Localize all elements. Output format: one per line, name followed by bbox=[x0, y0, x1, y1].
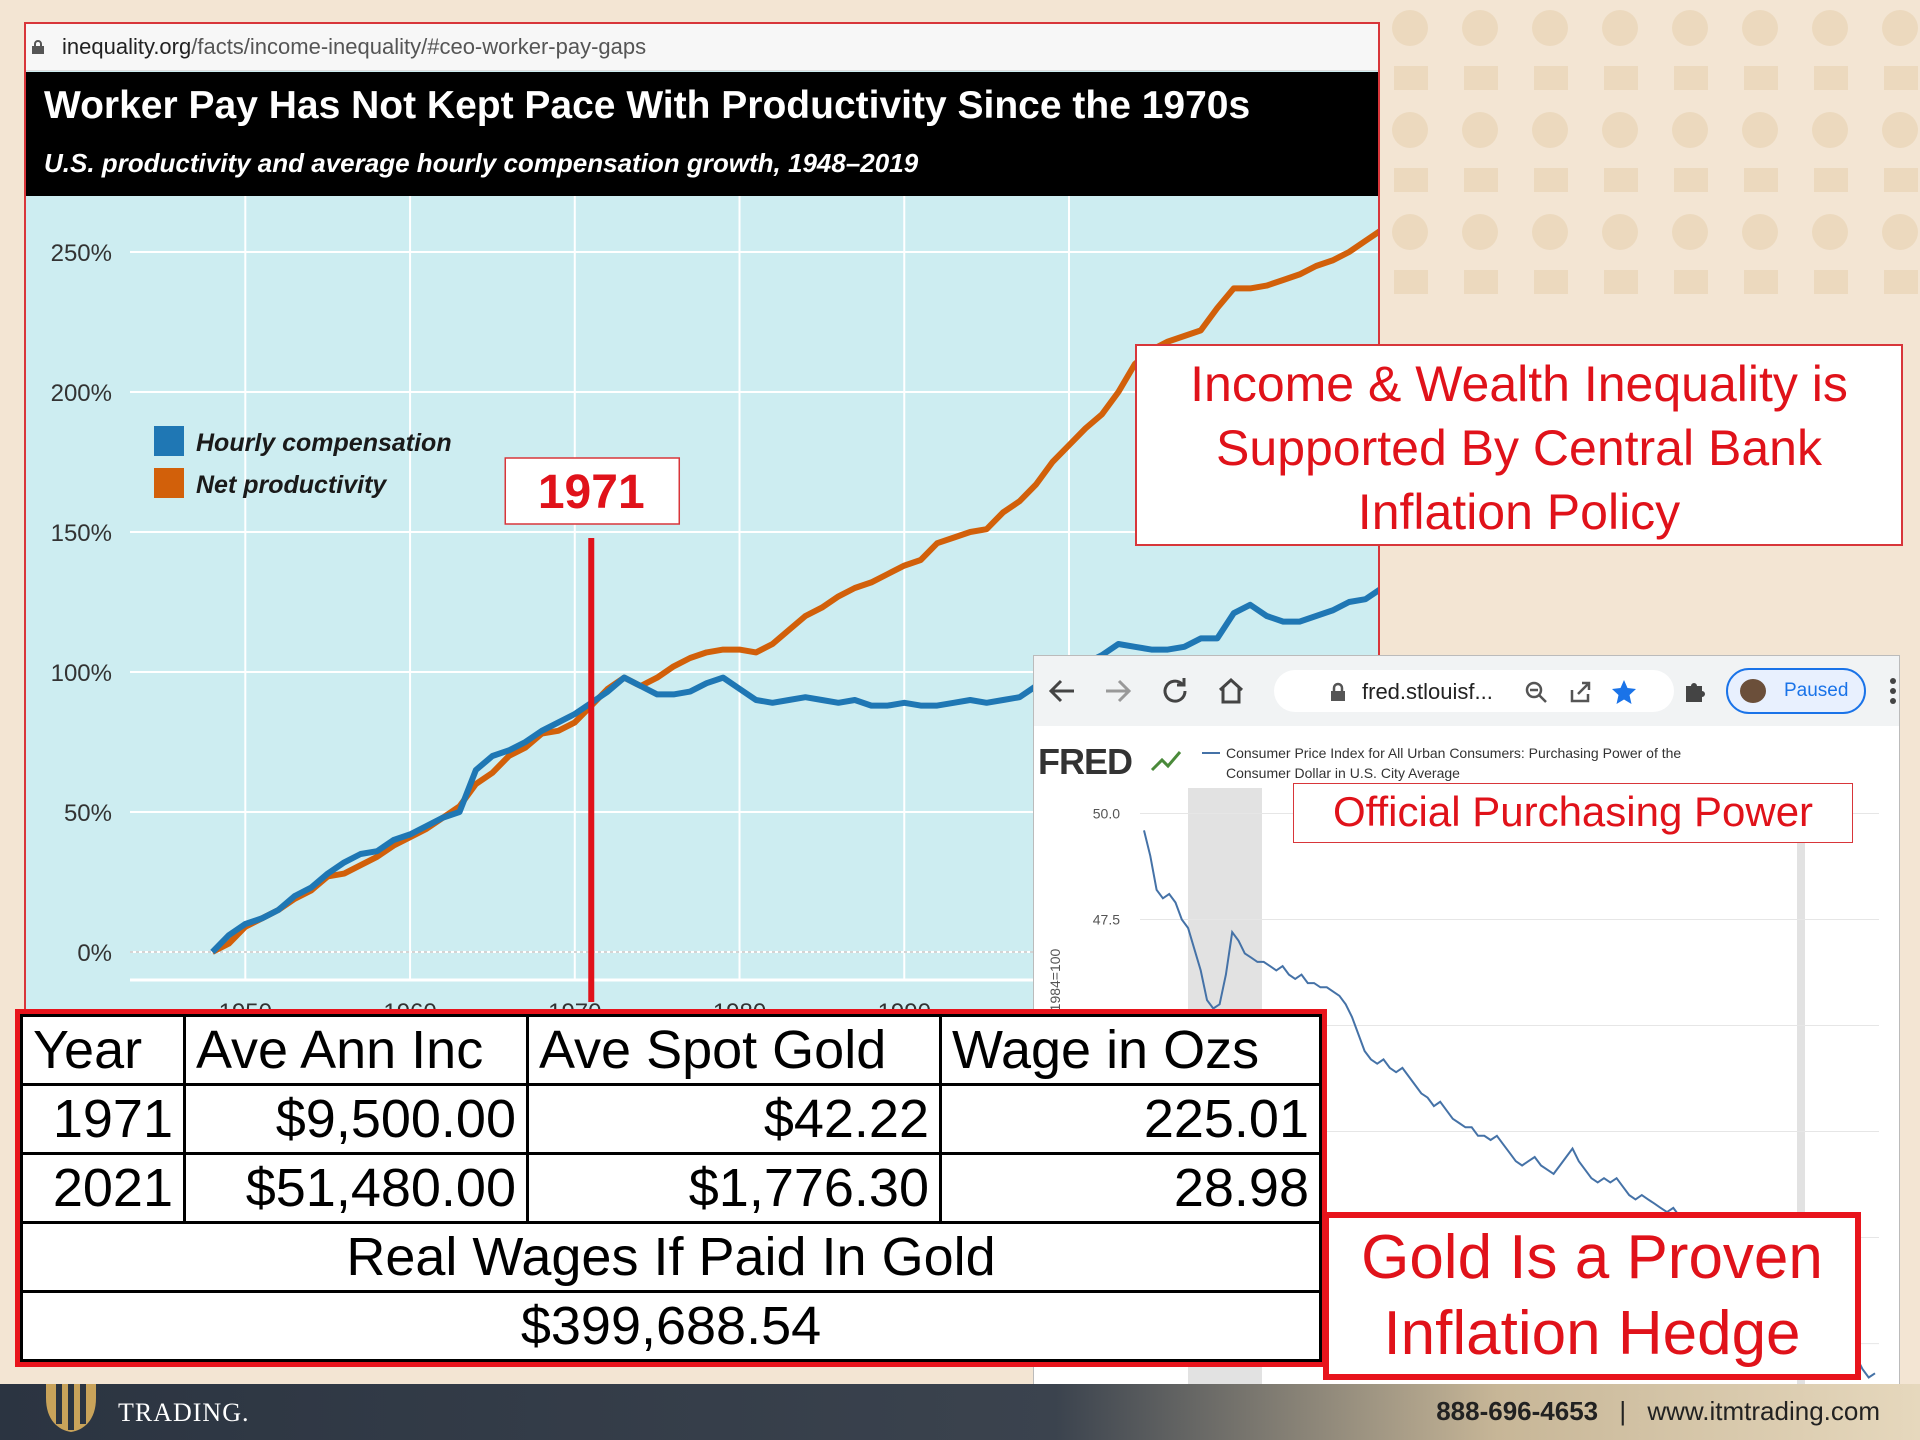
cell-ozs: 28.98 bbox=[939, 1152, 1322, 1224]
fred-series-title-line2: Consumer Dollar in U.S. City Average bbox=[1226, 765, 1460, 781]
fred-series-title-line1: Consumer Price Index for All Urban Consu… bbox=[1226, 745, 1681, 761]
profile-paused-button[interactable]: Paused bbox=[1726, 668, 1866, 714]
gold-hedge-callout: Gold Is a Proven Inflation Hedge bbox=[1323, 1212, 1861, 1380]
url-path: /facts/income-inequality/#ceo-worker-pay… bbox=[191, 34, 647, 59]
inequality-chart-panel: inequality.org/facts/income-inequality/#… bbox=[24, 22, 1380, 1022]
purchasing-power-callout: Official Purchasing Power bbox=[1293, 783, 1853, 843]
itm-logo-icon bbox=[46, 1384, 96, 1432]
cell-gold: $42.22 bbox=[526, 1083, 942, 1155]
footer-separator: | bbox=[1619, 1396, 1627, 1426]
table-summary-label-row: Real Wages If Paid In Gold bbox=[20, 1221, 1322, 1293]
fred-browser-toolbar: fred.stlouisf... Paused bbox=[1034, 656, 1899, 726]
annotation-box-1971 bbox=[504, 457, 681, 525]
zoom-out-icon[interactable] bbox=[1524, 680, 1548, 704]
footer-contact: 888-696-4653 | www.itmtrading.com bbox=[1436, 1396, 1880, 1427]
gold-hedge-line2: Inflation Hedge bbox=[1383, 1299, 1801, 1368]
y-tick-label: 50% bbox=[64, 800, 112, 827]
inequality-callout: Income & Wealth Inequality is Supported … bbox=[1135, 344, 1903, 546]
browser-url-bar[interactable]: inequality.org/facts/income-inequality/#… bbox=[26, 24, 1378, 71]
avatar bbox=[1740, 679, 1766, 703]
more-menu-icon[interactable] bbox=[1888, 676, 1898, 706]
y-tick-label: 200% bbox=[51, 380, 112, 407]
legend-label: Net productivity bbox=[196, 471, 387, 499]
header-year: Year bbox=[20, 1014, 186, 1086]
cell-income: $9,500.00 bbox=[183, 1083, 529, 1155]
summary-value: $399,688.54 bbox=[20, 1290, 1322, 1362]
footer-bar: TRADING. 888-696-4653 | www.itmtrading.c… bbox=[0, 1384, 1920, 1440]
y-tick-label: 50.0 bbox=[1093, 805, 1120, 821]
table-header-row: Year Ave Ann Inc Ave Spot Gold Wage in O… bbox=[20, 1014, 1322, 1086]
fred-logo-chart-icon bbox=[1150, 751, 1182, 772]
url-text[interactable]: inequality.org/facts/income-inequality/#… bbox=[62, 34, 646, 60]
url-domain: inequality.org bbox=[62, 34, 192, 59]
chart-title-band: Worker Pay Has Not Kept Pace With Produc… bbox=[26, 72, 1378, 196]
paused-label: Paused bbox=[1784, 680, 1849, 701]
y-tick-label: 0% bbox=[77, 940, 112, 967]
summary-label: Real Wages If Paid In Gold bbox=[20, 1221, 1322, 1293]
purchasing-power-label: Official Purchasing Power bbox=[1332, 788, 1814, 835]
header-ozs: Wage in Ozs bbox=[939, 1014, 1322, 1086]
legend-swatch bbox=[154, 426, 184, 456]
fred-address-bar[interactable]: fred.stlouisf... bbox=[1274, 670, 1674, 712]
lock-icon bbox=[32, 40, 44, 54]
reload-icon[interactable] bbox=[1160, 676, 1190, 706]
legend-swatch bbox=[154, 468, 184, 498]
extensions-puzzle-icon[interactable] bbox=[1680, 676, 1710, 706]
footer-phone[interactable]: 888-696-4653 bbox=[1436, 1396, 1599, 1426]
footer-website[interactable]: www.itmtrading.com bbox=[1647, 1396, 1880, 1426]
y-axis-label: 1984=100 bbox=[1047, 948, 1063, 1011]
bookmark-star-icon[interactable] bbox=[1610, 678, 1638, 706]
cell-year: 2021 bbox=[20, 1152, 186, 1224]
footer-brand: TRADING. bbox=[118, 1398, 250, 1427]
table-row: 2021 $51,480.00 $1,776.30 28.98 bbox=[20, 1152, 1322, 1224]
fred-logo: FRED bbox=[1038, 741, 1132, 782]
legend-label: Hourly compensation bbox=[196, 429, 452, 457]
cell-year: 1971 bbox=[20, 1083, 186, 1155]
inequality-callout-line3: Inflation Policy bbox=[1357, 484, 1681, 540]
annotation-label-1971: 1971 bbox=[538, 466, 645, 519]
y-tick-label: 250% bbox=[51, 240, 112, 267]
y-tick-label: 47.5 bbox=[1093, 911, 1120, 927]
y-tick-label: 150% bbox=[51, 520, 112, 547]
fred-url: fred.stlouisf... bbox=[1362, 679, 1493, 704]
recession-band bbox=[1797, 788, 1805, 1384]
y-tick-label: 100% bbox=[51, 660, 112, 687]
inequality-callout-line2: Supported By Central Bank bbox=[1216, 420, 1822, 476]
share-icon[interactable] bbox=[1568, 680, 1592, 704]
chart-title: Worker Pay Has Not Kept Pace With Produc… bbox=[44, 84, 1251, 127]
chart-subtitle: U.S. productivity and average hourly com… bbox=[44, 148, 919, 178]
home-icon[interactable] bbox=[1216, 676, 1246, 706]
footer-gradient bbox=[0, 1384, 1920, 1440]
forward-arrow-icon[interactable] bbox=[1104, 678, 1132, 704]
back-arrow-icon[interactable] bbox=[1048, 678, 1076, 704]
gold-wage-table: Year Ave Ann Inc Ave Spot Gold Wage in O… bbox=[15, 1009, 1327, 1367]
background-pattern bbox=[1392, 10, 1918, 294]
table-summary-value-row: $399,688.54 bbox=[20, 1290, 1322, 1362]
lock-icon bbox=[1331, 682, 1345, 701]
table-row: 1971 $9,500.00 $42.22 225.01 bbox=[20, 1083, 1322, 1155]
gold-hedge-line1: Gold Is a Proven bbox=[1361, 1223, 1823, 1292]
cell-gold: $1,776.30 bbox=[526, 1152, 942, 1224]
series-line-net-productivity bbox=[211, 228, 1378, 955]
cell-income: $51,480.00 bbox=[183, 1152, 529, 1224]
cell-ozs: 225.01 bbox=[939, 1083, 1322, 1155]
series-line-hourly-compensation bbox=[210, 587, 1378, 955]
inequality-callout-line1: Income & Wealth Inequality is bbox=[1190, 356, 1848, 412]
header-gold: Ave Spot Gold bbox=[526, 1014, 942, 1086]
header-income: Ave Ann Inc bbox=[183, 1014, 529, 1086]
